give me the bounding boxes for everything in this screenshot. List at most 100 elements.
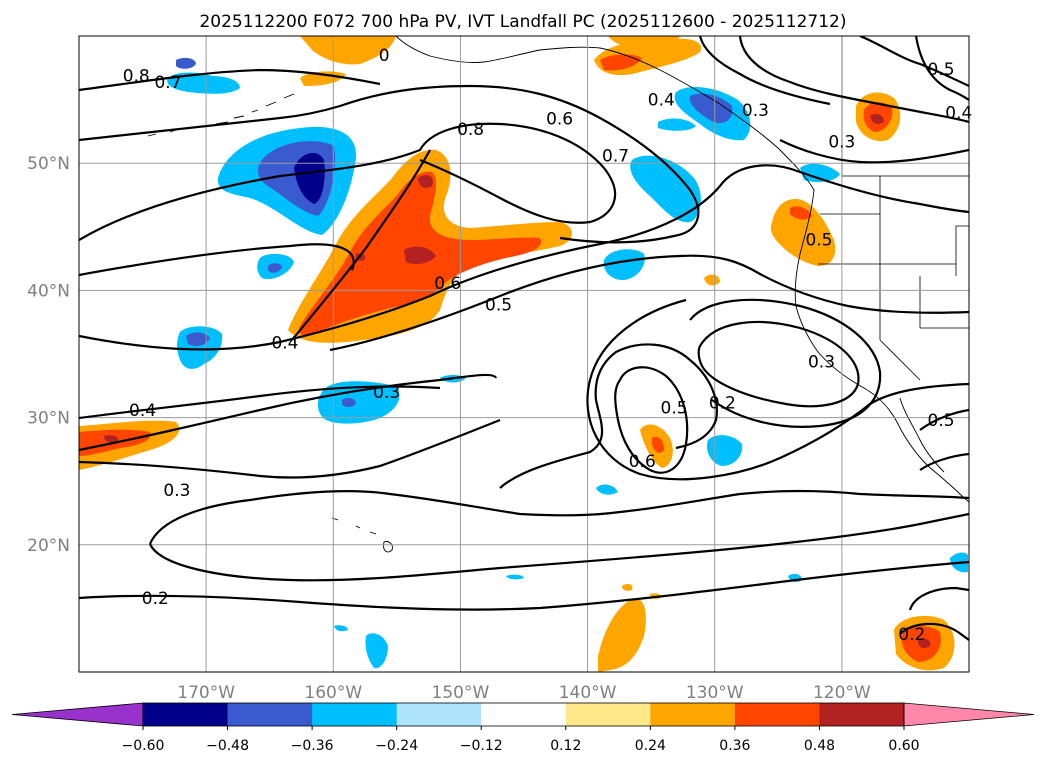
pv-positive-area bbox=[770, 198, 836, 266]
colorbar-segment bbox=[481, 703, 567, 726]
contour-label: 0.2 bbox=[709, 393, 736, 413]
contour-label: 0.3 bbox=[373, 383, 400, 403]
contour-label: 0.6 bbox=[629, 452, 656, 472]
ivt-contour-line bbox=[79, 385, 441, 420]
ivt-contour-line bbox=[859, 36, 969, 87]
pv-negative-area bbox=[167, 72, 240, 94]
pv-negative-area bbox=[658, 118, 696, 131]
colorbar-segment bbox=[734, 703, 820, 726]
coastline-layer bbox=[147, 36, 969, 553]
pv-negative-area bbox=[630, 155, 701, 223]
ivt-contour-line bbox=[79, 418, 501, 479]
ivt-contour-line bbox=[697, 320, 860, 408]
contour-label: 0.2 bbox=[898, 625, 925, 645]
y-tick-label: 30°N bbox=[27, 409, 70, 429]
ivt-contour-line bbox=[908, 586, 969, 611]
pv-positive-area bbox=[652, 436, 664, 453]
y-axis: 20°N 30°N 40°N 50°N bbox=[27, 154, 70, 556]
contour-label: 0.3 bbox=[742, 101, 769, 121]
colorbar-tick-label: 0.24 bbox=[635, 738, 666, 754]
ivt-contour-line bbox=[698, 36, 831, 106]
colorbar-segment bbox=[396, 703, 482, 726]
ivt-contour-line bbox=[899, 622, 969, 641]
ivt-contour-line bbox=[79, 243, 355, 277]
colorbar-segment bbox=[312, 703, 398, 726]
contour-label: 0.3 bbox=[828, 133, 855, 153]
ivt-contour-line bbox=[919, 408, 969, 431]
x-axis: 170°W 160°W 150°W 140°W 130°W 120°W bbox=[177, 683, 871, 703]
ivt-contour-line bbox=[148, 489, 969, 545]
pv-negative-area bbox=[268, 263, 282, 273]
pv-negative-area bbox=[176, 57, 196, 69]
contour-label: 0.8 bbox=[457, 120, 484, 140]
pv-positive-area bbox=[870, 114, 884, 124]
pv-shading-layer bbox=[79, 36, 968, 672]
pv-positive-area bbox=[104, 435, 119, 443]
ivt-contour-line bbox=[779, 139, 969, 164]
contour-label: 0.4 bbox=[648, 91, 675, 111]
ivt-contour-line bbox=[291, 149, 431, 341]
pv-positive-area bbox=[622, 583, 633, 591]
contour-label: 0.5 bbox=[805, 231, 832, 251]
x-tick-label: 150°W bbox=[432, 683, 490, 703]
x-tick-label: 170°W bbox=[177, 683, 235, 703]
chart-title: 2025112200 F072 700 hPa PV, IVT Landfall… bbox=[199, 12, 846, 32]
pv-negative-area bbox=[800, 163, 840, 182]
pv-positive-area bbox=[790, 206, 812, 220]
ivt-contour-line bbox=[79, 122, 617, 241]
colorbar-tick-label: 0.48 bbox=[804, 738, 835, 754]
ivt-contour-line bbox=[79, 164, 969, 351]
y-tick-label: 50°N bbox=[27, 154, 70, 174]
graticule-grid bbox=[79, 36, 969, 672]
ivt-contour-line bbox=[499, 343, 718, 489]
colorbar-tick-label: −0.60 bbox=[122, 738, 165, 754]
pv-negative-area bbox=[706, 435, 743, 466]
colorbar-tick-label: −0.48 bbox=[206, 738, 249, 754]
contour-label: 0.3 bbox=[163, 481, 190, 501]
colorbar-tick-label: 0.60 bbox=[888, 738, 919, 754]
contour-label: 0.6 bbox=[546, 110, 573, 130]
pv-negative-area bbox=[294, 153, 325, 204]
hawaii-islands bbox=[331, 517, 393, 553]
contour-label: 0.5 bbox=[928, 60, 955, 80]
pv-positive-area bbox=[404, 246, 436, 264]
ivt-contour-line bbox=[738, 36, 969, 124]
ivt-contour-line bbox=[79, 68, 381, 92]
contour-label: 0.5 bbox=[485, 295, 512, 315]
pv-negative-area bbox=[334, 625, 348, 632]
contour-label: 0.7 bbox=[154, 73, 181, 93]
pv-positive-area bbox=[300, 36, 396, 65]
contour-label: 0.3 bbox=[808, 353, 835, 373]
contour-label: 0.4 bbox=[271, 334, 298, 354]
ivt-contour-line bbox=[919, 452, 969, 471]
ivt-contour-line bbox=[79, 560, 969, 611]
pv-positive-area bbox=[598, 598, 646, 672]
colorbar-segment bbox=[143, 703, 229, 726]
pv-negative-area bbox=[365, 633, 388, 669]
contour-label: 0.4 bbox=[945, 103, 972, 123]
ivt-contour-line bbox=[586, 298, 969, 481]
contour-label-layer: 0.8 0.700.80.60.70.40.30.50.40.30.50.60.5… bbox=[123, 46, 973, 645]
colorbar-tick-label: −0.36 bbox=[291, 738, 334, 754]
pv-positive-area bbox=[704, 274, 720, 286]
colorbar-segment bbox=[650, 703, 736, 726]
colorbar-tick-label: 0.12 bbox=[550, 738, 581, 754]
contour-label: 0.5 bbox=[661, 398, 688, 418]
colorbar-frame bbox=[142, 702, 905, 727]
contour-label: 0.5 bbox=[928, 411, 955, 431]
pv-negative-area bbox=[506, 574, 524, 580]
x-tick-label: 130°W bbox=[686, 683, 744, 703]
pv-positive-area bbox=[418, 175, 433, 188]
pv-positive-area bbox=[608, 36, 680, 48]
y-tick-label: 20°N bbox=[27, 536, 70, 556]
colorbar-segment bbox=[227, 703, 313, 726]
x-tick-label: 120°W bbox=[813, 683, 871, 703]
colorbar-tick-label: −0.24 bbox=[375, 738, 418, 754]
colorbar-segment bbox=[819, 703, 905, 726]
contour-label: 0.2 bbox=[142, 589, 169, 609]
contour-label: 0.8 bbox=[123, 66, 150, 86]
aleutian-islands bbox=[147, 93, 295, 137]
x-tick-label: 140°W bbox=[559, 683, 617, 703]
map-frame bbox=[78, 35, 970, 673]
